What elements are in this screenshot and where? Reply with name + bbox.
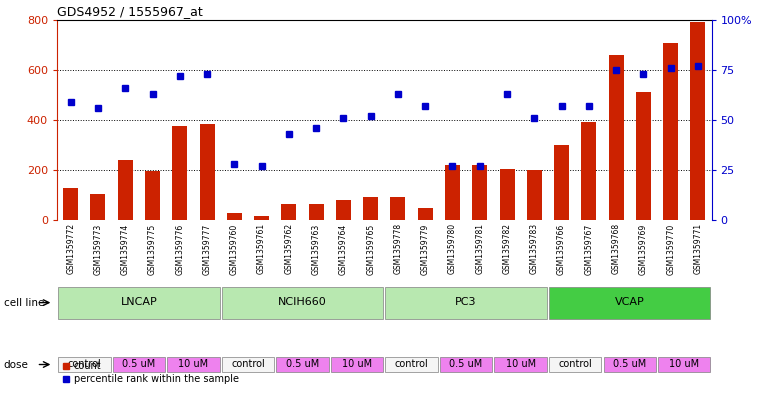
Text: GSM1359783: GSM1359783	[530, 223, 539, 274]
Bar	[336, 200, 351, 220]
Bar	[603, 356, 656, 373]
Bar	[221, 287, 384, 318]
Text: LNCAP: LNCAP	[120, 297, 158, 307]
Text: GDS4952 / 1555967_at: GDS4952 / 1555967_at	[57, 6, 203, 18]
Text: VCAP: VCAP	[615, 297, 645, 307]
Text: control: control	[68, 359, 101, 369]
Text: control: control	[559, 359, 592, 369]
Text: GSM1359777: GSM1359777	[202, 223, 212, 275]
Bar	[636, 92, 651, 220]
Text: GSM1359767: GSM1359767	[584, 223, 594, 275]
Text: control: control	[231, 359, 265, 369]
Bar	[309, 204, 323, 220]
Bar	[113, 356, 165, 373]
Bar	[581, 122, 597, 220]
Text: GSM1359761: GSM1359761	[257, 223, 266, 274]
Bar	[167, 356, 220, 373]
Text: NCIH660: NCIH660	[278, 297, 327, 307]
Text: GSM1359776: GSM1359776	[175, 223, 184, 275]
Text: 10 uM: 10 uM	[669, 359, 699, 369]
Bar	[385, 356, 438, 373]
Text: GSM1359764: GSM1359764	[339, 223, 348, 275]
Bar	[554, 145, 569, 220]
Text: 10 uM: 10 uM	[178, 359, 209, 369]
Text: control: control	[395, 359, 428, 369]
Legend: count, percentile rank within the sample: count, percentile rank within the sample	[62, 361, 239, 384]
Bar	[445, 165, 460, 220]
Bar	[440, 356, 492, 373]
Text: cell line: cell line	[4, 298, 44, 308]
Text: 10 uM: 10 uM	[505, 359, 536, 369]
Text: GSM1359773: GSM1359773	[94, 223, 103, 275]
Text: GSM1359763: GSM1359763	[312, 223, 320, 275]
Bar	[390, 197, 406, 220]
Bar	[609, 55, 623, 220]
Bar	[663, 44, 678, 220]
Text: 0.5 uM: 0.5 uM	[123, 359, 155, 369]
Bar	[58, 356, 110, 373]
Text: GSM1359760: GSM1359760	[230, 223, 239, 275]
Text: GSM1359768: GSM1359768	[612, 223, 620, 274]
Text: GSM1359762: GSM1359762	[285, 223, 293, 274]
Bar	[527, 170, 542, 220]
Text: GSM1359771: GSM1359771	[693, 223, 702, 274]
Bar	[658, 356, 711, 373]
Bar	[331, 356, 384, 373]
Bar	[282, 204, 296, 220]
Bar	[118, 160, 132, 220]
Bar	[221, 356, 274, 373]
Text: 0.5 uM: 0.5 uM	[286, 359, 319, 369]
Bar	[63, 187, 78, 220]
Text: 10 uM: 10 uM	[342, 359, 372, 369]
Bar	[199, 124, 215, 220]
Text: GSM1359766: GSM1359766	[557, 223, 566, 275]
Bar	[91, 194, 106, 220]
Text: GSM1359778: GSM1359778	[393, 223, 403, 274]
Text: 0.5 uM: 0.5 uM	[450, 359, 482, 369]
Text: 0.5 uM: 0.5 uM	[613, 359, 646, 369]
Bar	[172, 126, 187, 220]
Bar	[227, 213, 242, 220]
Bar	[495, 356, 547, 373]
Text: GSM1359769: GSM1359769	[639, 223, 648, 275]
Bar	[363, 197, 378, 220]
Bar	[549, 356, 601, 373]
Bar	[418, 208, 433, 220]
Text: GSM1359781: GSM1359781	[476, 223, 484, 274]
Text: GSM1359775: GSM1359775	[148, 223, 157, 275]
Text: GSM1359765: GSM1359765	[366, 223, 375, 275]
Bar	[499, 169, 514, 220]
Text: GSM1359782: GSM1359782	[502, 223, 511, 274]
Bar	[549, 287, 711, 318]
Bar	[276, 356, 329, 373]
Text: GSM1359780: GSM1359780	[448, 223, 457, 274]
Bar	[145, 171, 160, 220]
Text: PC3: PC3	[455, 297, 477, 307]
Text: GSM1359770: GSM1359770	[666, 223, 675, 275]
Text: dose: dose	[4, 360, 29, 369]
Bar	[385, 287, 547, 318]
Bar	[254, 216, 269, 220]
Bar	[58, 287, 220, 318]
Bar	[473, 165, 487, 220]
Bar	[690, 22, 705, 220]
Text: GSM1359774: GSM1359774	[121, 223, 129, 275]
Text: GSM1359772: GSM1359772	[66, 223, 75, 274]
Text: GSM1359779: GSM1359779	[421, 223, 430, 275]
